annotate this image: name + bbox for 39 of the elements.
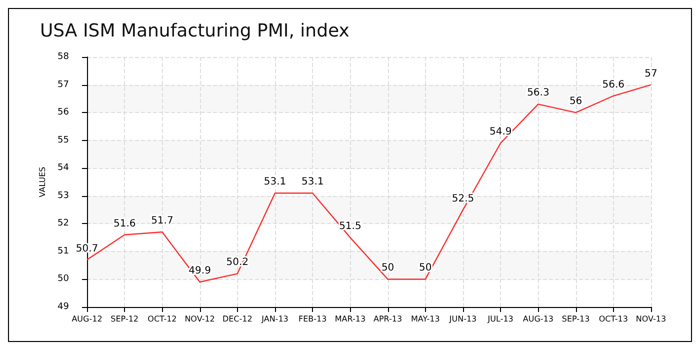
y-tick-label: 54 xyxy=(58,163,70,174)
data-label: 56.6 xyxy=(602,79,625,90)
data-label: 53.1 xyxy=(264,176,286,188)
x-tick-label: APR-13 xyxy=(373,314,402,324)
x-tick-label: MAY-13 xyxy=(411,314,440,324)
data-label: 51.7 xyxy=(151,216,174,226)
x-tick-label: NOV-13 xyxy=(636,314,666,324)
data-label: 51.6 xyxy=(113,218,136,230)
data-label: 54.9 xyxy=(489,126,512,138)
x-tick-label: DEC-12 xyxy=(222,314,252,324)
x-tick-label: FEB-13 xyxy=(298,314,327,324)
x-tick-label: SEP-12 xyxy=(110,314,139,324)
y-tick-label: 51 xyxy=(58,246,69,256)
y-tick-label: 49 xyxy=(58,302,70,312)
data-label: 57 xyxy=(644,68,658,80)
x-tick-label: OCT-13 xyxy=(598,314,628,324)
y-axis-title: VALUES xyxy=(38,166,48,198)
y-tick-label: 53 xyxy=(58,190,69,201)
x-tick-label: SEP-13 xyxy=(562,314,590,324)
y-tick-label: 55 xyxy=(58,135,69,146)
x-tick-label: NOV-12 xyxy=(184,314,215,324)
data-label: 53.1 xyxy=(301,176,324,188)
y-tick-label: 50 xyxy=(58,274,70,284)
data-label: 56 xyxy=(569,96,582,108)
x-tick-label: MAR-13 xyxy=(334,314,366,324)
y-tick-label: 57 xyxy=(58,80,69,90)
data-label: 50 xyxy=(381,262,394,274)
x-tick-label: AUG-12 xyxy=(72,314,102,324)
y-tick-label: 52 xyxy=(58,218,69,229)
x-tick-label: AUG-13 xyxy=(522,314,554,324)
x-tick-label: OCT-12 xyxy=(148,314,177,324)
x-tick-label: JAN-13 xyxy=(260,314,288,324)
y-tick-label: 58 xyxy=(58,52,70,62)
data-label: 56.3 xyxy=(527,88,550,99)
chart-title: USA ISM Manufacturing PMI, index xyxy=(40,20,350,42)
data-label: 50 xyxy=(419,262,432,274)
x-tick-label: JUN-13 xyxy=(448,314,477,324)
y-tick-label: 56 xyxy=(58,108,70,118)
x-tick-label: JUL-13 xyxy=(486,314,514,324)
